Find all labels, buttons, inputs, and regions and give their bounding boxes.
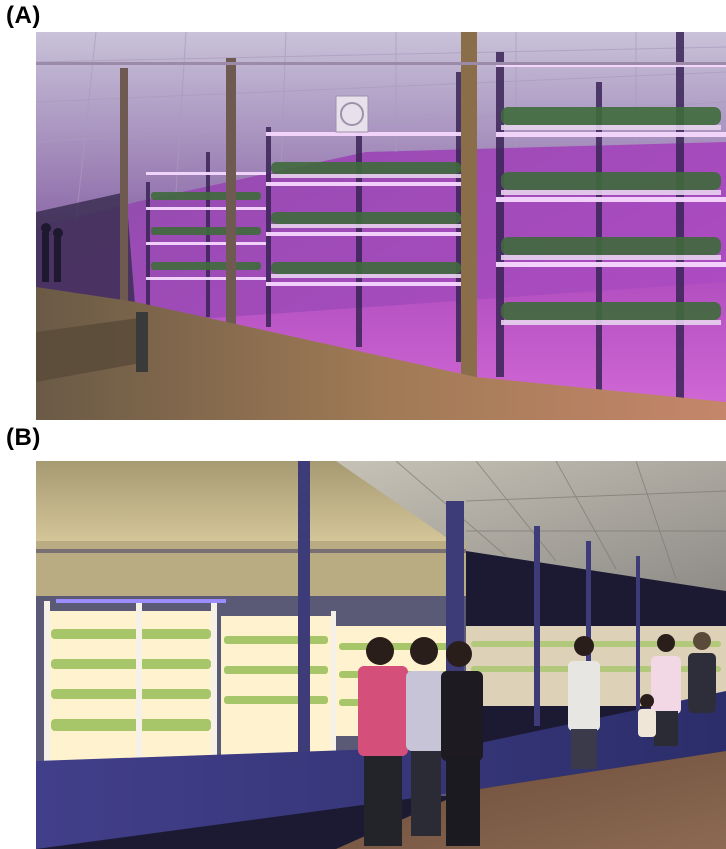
panel-a-label: (A): [6, 2, 41, 29]
panel-b-visitors: [358, 632, 716, 846]
panel-b-scene: [36, 461, 726, 849]
panel-a-racks: [146, 32, 726, 402]
panel-a-scene: [36, 32, 726, 420]
panel-b-photo: [36, 461, 726, 849]
panel-a-ledge: [36, 287, 726, 420]
panel-a-photo: [36, 32, 726, 420]
panel-b-label: (B): [6, 424, 41, 451]
panel-a-glass-mullions: [36, 32, 726, 387]
panel-a-plant-trays: [151, 107, 721, 320]
panel-a-visitors: [41, 223, 63, 282]
